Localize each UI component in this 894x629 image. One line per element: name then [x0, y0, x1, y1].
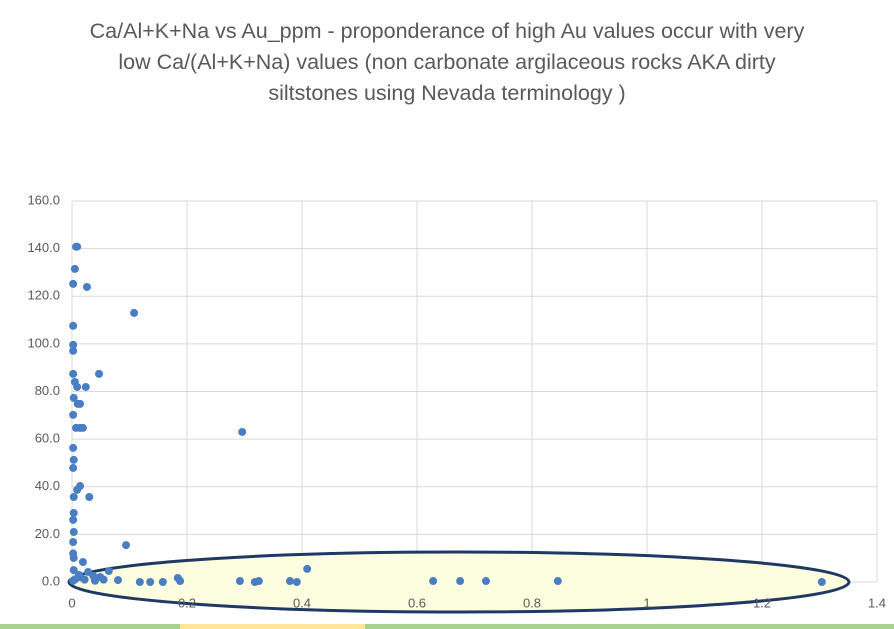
point: [69, 279, 78, 288]
point: [817, 578, 826, 586]
y-tick-label: 20.0: [35, 526, 60, 541]
point: [78, 557, 87, 566]
point: [303, 564, 312, 573]
x-tick-label: 0.2: [178, 595, 196, 610]
y-tick-label: 160.0: [27, 192, 60, 207]
y-tick-label: 60.0: [35, 431, 60, 446]
point: [69, 549, 78, 558]
point: [482, 577, 490, 586]
point: [76, 399, 85, 408]
point: [69, 340, 78, 349]
x-tick-label: 1.2: [753, 595, 771, 610]
point: [69, 527, 78, 536]
point: [81, 382, 90, 391]
y-tick-label: 40.0: [35, 478, 60, 493]
point: [70, 264, 79, 273]
point: [73, 382, 82, 391]
point: [104, 567, 113, 576]
x-tick-label: 1.4: [868, 595, 886, 610]
point: [69, 369, 78, 378]
point: [95, 369, 104, 378]
point: [292, 578, 301, 586]
x-tick-label: 1: [643, 595, 650, 610]
points: [69, 242, 826, 586]
point: [238, 427, 247, 436]
sheet-strip-highlight: [180, 624, 365, 629]
point: [135, 578, 144, 586]
point: [176, 577, 185, 586]
grid: [71, 200, 878, 583]
point: [82, 282, 91, 291]
point: [99, 575, 108, 584]
point: [69, 410, 78, 419]
point: [91, 576, 99, 585]
point: [114, 576, 122, 585]
point: [69, 492, 78, 501]
point: [456, 577, 465, 586]
y-tick-label: 0.0: [42, 573, 60, 588]
point: [85, 492, 94, 501]
y-tick-label: 120.0: [27, 288, 60, 303]
point: [429, 577, 438, 586]
y-tick-label: 140.0: [27, 240, 60, 255]
point: [73, 485, 82, 494]
chart-title: Ca/Al+K+Na vs Au_ppm - proponderance of …: [89, 19, 805, 105]
sheet-strip: [0, 624, 894, 629]
x-tick-label: 0.8: [523, 595, 541, 610]
point: [122, 541, 131, 550]
point: [69, 508, 78, 517]
point: [80, 575, 89, 584]
point: [69, 443, 78, 452]
x-tick-label: 0: [68, 595, 75, 610]
point: [69, 346, 78, 355]
point: [69, 566, 78, 575]
x-tick-label: 0.6: [408, 595, 426, 610]
point: [69, 463, 78, 472]
point: [146, 578, 155, 586]
point: [285, 577, 294, 586]
x-tick-label: 0.4: [293, 595, 311, 610]
point: [78, 423, 87, 432]
point: [69, 515, 78, 524]
point: [235, 577, 244, 586]
point: [74, 570, 83, 579]
y-tick-label: 80.0: [35, 383, 60, 398]
y-tick-label: 100.0: [27, 335, 60, 350]
point: [130, 308, 139, 317]
point: [553, 577, 562, 586]
point: [69, 321, 78, 330]
point: [158, 578, 167, 586]
point: [73, 242, 82, 251]
point: [69, 537, 78, 546]
point: [69, 455, 78, 464]
point: [254, 577, 263, 586]
point: [69, 393, 78, 402]
